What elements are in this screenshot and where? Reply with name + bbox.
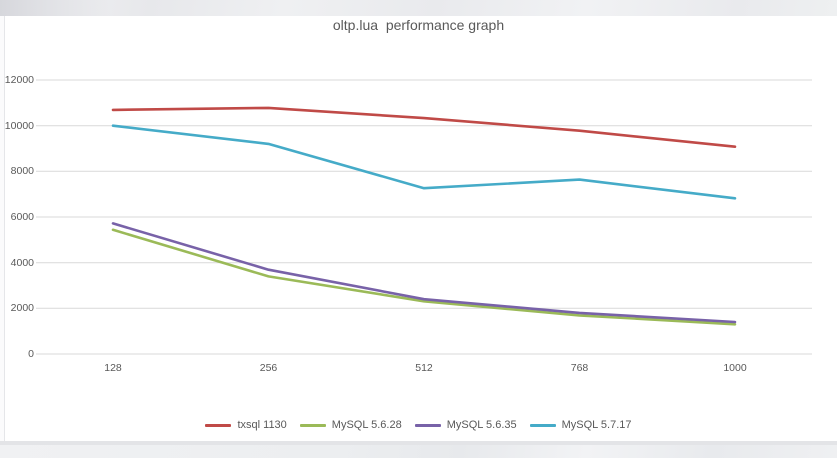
corner-shade xyxy=(0,0,110,16)
legend-item: MySQL 5.6.35 xyxy=(414,419,517,431)
series-line-mysql-5-6-28 xyxy=(111,228,737,326)
legend-label: MySQL 5.6.28 xyxy=(331,419,402,431)
series-line-mysql-5-7-17 xyxy=(111,124,737,200)
series-line-mysql-5-6-35 xyxy=(111,222,737,324)
legend-label: MySQL 5.6.35 xyxy=(446,419,517,431)
legend-swatch xyxy=(414,423,441,427)
background-watermark-bottom xyxy=(0,445,837,458)
chart-legend: txsql 1130 MySQL 5.6.28 MySQL 5.6.35 MySQL … xyxy=(0,419,837,431)
legend-item: txsql 1130 xyxy=(205,419,287,431)
legend-swatch xyxy=(529,423,556,427)
chart-panel xyxy=(4,16,837,441)
chart-title: oltp.lua performance graph xyxy=(332,17,505,33)
legend-swatch xyxy=(299,423,326,427)
legend-item: MySQL 5.7.17 xyxy=(529,419,632,431)
legend-label: MySQL 5.7.17 xyxy=(561,419,632,431)
background-watermark-top xyxy=(0,0,837,16)
legend-label: txsql 1130 xyxy=(237,419,287,431)
legend-item: MySQL 5.6.28 xyxy=(299,419,402,431)
background-divider-bottom xyxy=(0,441,837,445)
legend-swatch xyxy=(205,423,232,427)
series-line-txsql-1130 xyxy=(111,106,737,148)
